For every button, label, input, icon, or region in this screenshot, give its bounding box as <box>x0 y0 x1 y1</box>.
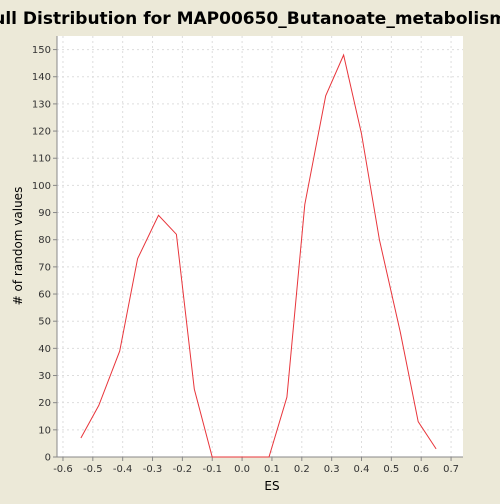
x-tick-label: -0.4 <box>113 464 133 475</box>
y-tick-label: 140 <box>32 72 51 83</box>
series-line <box>80 53 437 458</box>
y-tick-label: 130 <box>32 99 51 110</box>
axes-layer: -0.6 -0.5 -0.4 -0.3 -0.2 -0.1 0.0 0.1 0.2 0.3 0.4 0… <box>32 36 463 475</box>
x-axis-label: ES <box>264 479 279 493</box>
y-tick-label: 80 <box>38 235 51 246</box>
x-tick-label: -0.5 <box>83 464 103 475</box>
y-tick-label: 90 <box>38 208 51 219</box>
y-tick-label: 70 <box>38 262 51 273</box>
y-tick-label: 40 <box>38 344 51 355</box>
y-tick-label: 0 <box>45 453 51 464</box>
y-tick-label: 10 <box>38 425 51 436</box>
y-tick-label: 110 <box>32 154 51 165</box>
x-tick-label: 0.1 <box>264 464 280 475</box>
y-tick-label: 20 <box>38 398 51 409</box>
x-tick-label: -0.6 <box>53 464 73 475</box>
y-tick-label: 120 <box>32 127 51 138</box>
x-tick-label: 0.7 <box>443 464 459 475</box>
x-tick-label: 0.2 <box>294 464 310 475</box>
x-tick-label: 0.4 <box>354 464 370 475</box>
x-tick-label: 0.0 <box>234 464 250 475</box>
series-layer <box>80 53 437 458</box>
x-tick-label: -0.1 <box>202 464 222 475</box>
y-tick-label: 50 <box>38 317 51 328</box>
y-axis-label: # of random values <box>11 187 25 306</box>
plot-area <box>57 36 463 457</box>
y-tick-label: 100 <box>32 181 51 192</box>
x-tick-label: 0.6 <box>413 464 429 475</box>
y-tick-label: 150 <box>32 45 51 56</box>
x-tick-label: -0.2 <box>173 464 193 475</box>
y-tick-label: 60 <box>38 290 51 301</box>
y-tick-label: 30 <box>38 371 51 382</box>
x-tick-label: 0.3 <box>324 464 340 475</box>
chart-title: Null Distribution for MAP00650_Butanoate… <box>0 9 500 29</box>
x-tick-label: -0.3 <box>143 464 163 475</box>
grid-layer <box>57 36 463 458</box>
x-tick-label: 0.5 <box>383 464 399 475</box>
